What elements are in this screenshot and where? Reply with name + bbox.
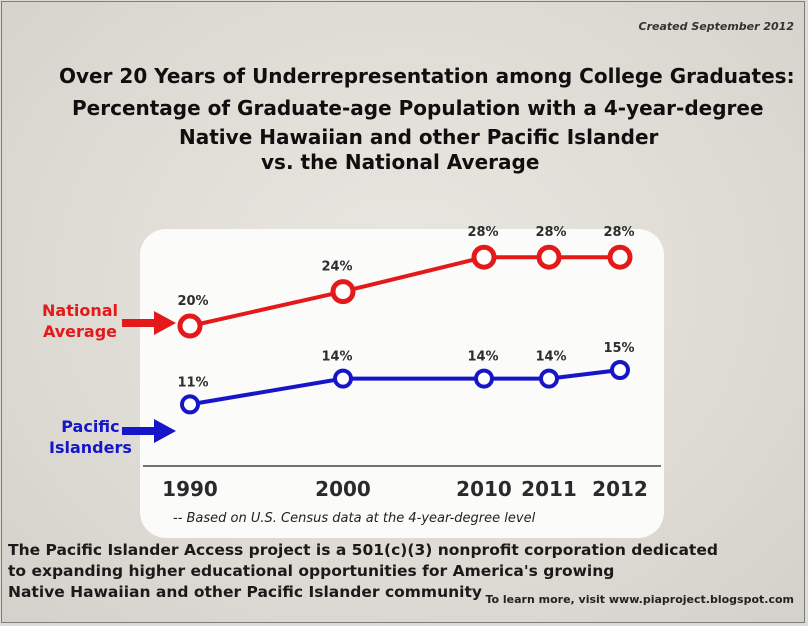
national-point-2000 <box>330 279 356 305</box>
pacific-point-2000 <box>333 368 353 389</box>
learn-more-link[interactable]: To learn more, visit www.piaproject.blog… <box>485 593 794 606</box>
mission-line-1: The Pacific Islander Access project is a… <box>8 541 718 559</box>
pacific-point-2011 <box>539 368 559 389</box>
pacific-data-label-2011: 14% <box>535 350 566 365</box>
pacific-label-line-1: Pacific <box>61 417 120 436</box>
created-note: Created September 2012 <box>638 20 794 33</box>
mission-line-2: to expanding higher educational opportun… <box>8 562 615 580</box>
national-arrow-icon <box>122 311 176 335</box>
x-tick-label-1990: 1990 <box>162 477 218 501</box>
pacific-point-2010 <box>474 368 494 389</box>
pacific-data-label-2000: 14% <box>321 350 352 365</box>
x-tick-label-2011: 2011 <box>521 477 577 501</box>
x-tick-label-2010: 2010 <box>456 477 512 501</box>
national-point-1990 <box>177 313 203 339</box>
pacific-islanders-label: Pacific Islanders <box>49 416 132 458</box>
national-point-2012 <box>607 244 633 270</box>
national-point-2011 <box>536 244 562 270</box>
mission-line-3: Native Hawaiian and other Pacific Island… <box>8 583 482 601</box>
national-data-label-2011: 28% <box>535 225 566 240</box>
national-data-label-2012: 28% <box>603 225 634 240</box>
census-footnote: -- Based on U.S. Census data at the 4-ye… <box>173 511 536 526</box>
national-point-2010 <box>471 244 497 270</box>
title-line-3: Native Hawaiian and other Pacific Island… <box>179 125 659 149</box>
pacific-point-2012 <box>610 360 630 380</box>
national-data-label-1990: 20% <box>177 294 208 309</box>
national-data-label-2000: 24% <box>321 260 352 275</box>
pacific-data-label-2012: 15% <box>603 341 634 356</box>
national-label-line-2: Average <box>42 322 118 341</box>
pacific-data-label-1990: 11% <box>177 375 208 390</box>
national-average-label: National Average <box>42 300 118 342</box>
title-line-4: vs. the National Average <box>261 150 540 174</box>
chart-panel <box>140 229 664 538</box>
x-tick-label-2012: 2012 <box>592 477 648 501</box>
title-line-1: Over 20 Years of Underrepresentation amo… <box>59 64 795 88</box>
pacific-arrow-icon <box>122 419 176 443</box>
x-tick-label-2000: 2000 <box>315 477 371 501</box>
national-label-line-1: National <box>42 301 118 320</box>
pacific-data-label-2010: 14% <box>467 350 498 365</box>
pacific-point-1990 <box>180 394 200 415</box>
title-line-2: Percentage of Graduate-age Population wi… <box>72 96 764 120</box>
national-data-label-2010: 28% <box>467 225 498 240</box>
pacific-label-line-2: Islanders <box>49 438 132 457</box>
mission-statement: The Pacific Islander Access project is a… <box>8 540 718 603</box>
